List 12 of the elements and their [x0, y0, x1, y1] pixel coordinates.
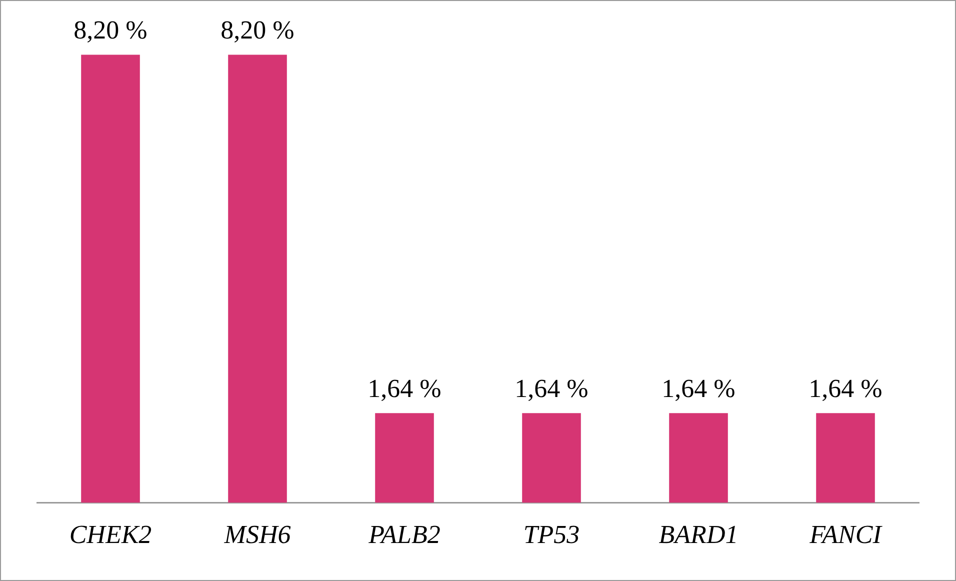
data-label: 1,64 % [514, 374, 588, 404]
x-tick-label: BARD1 [658, 520, 738, 550]
x-tick-label: CHEK2 [69, 520, 152, 550]
data-label: 8,20 % [220, 16, 294, 45]
x-tick-label: MSH6 [223, 520, 291, 550]
data-label: 1,64 % [808, 374, 882, 404]
data-label: 8,20 % [74, 16, 148, 45]
x-tick-label: FANCI [808, 520, 883, 550]
data-label: 1,64 % [662, 374, 736, 404]
x-tick-label: TP53 [523, 520, 580, 550]
data-label: 1,64 % [368, 374, 442, 404]
x-tick-label: PALB2 [368, 520, 440, 550]
